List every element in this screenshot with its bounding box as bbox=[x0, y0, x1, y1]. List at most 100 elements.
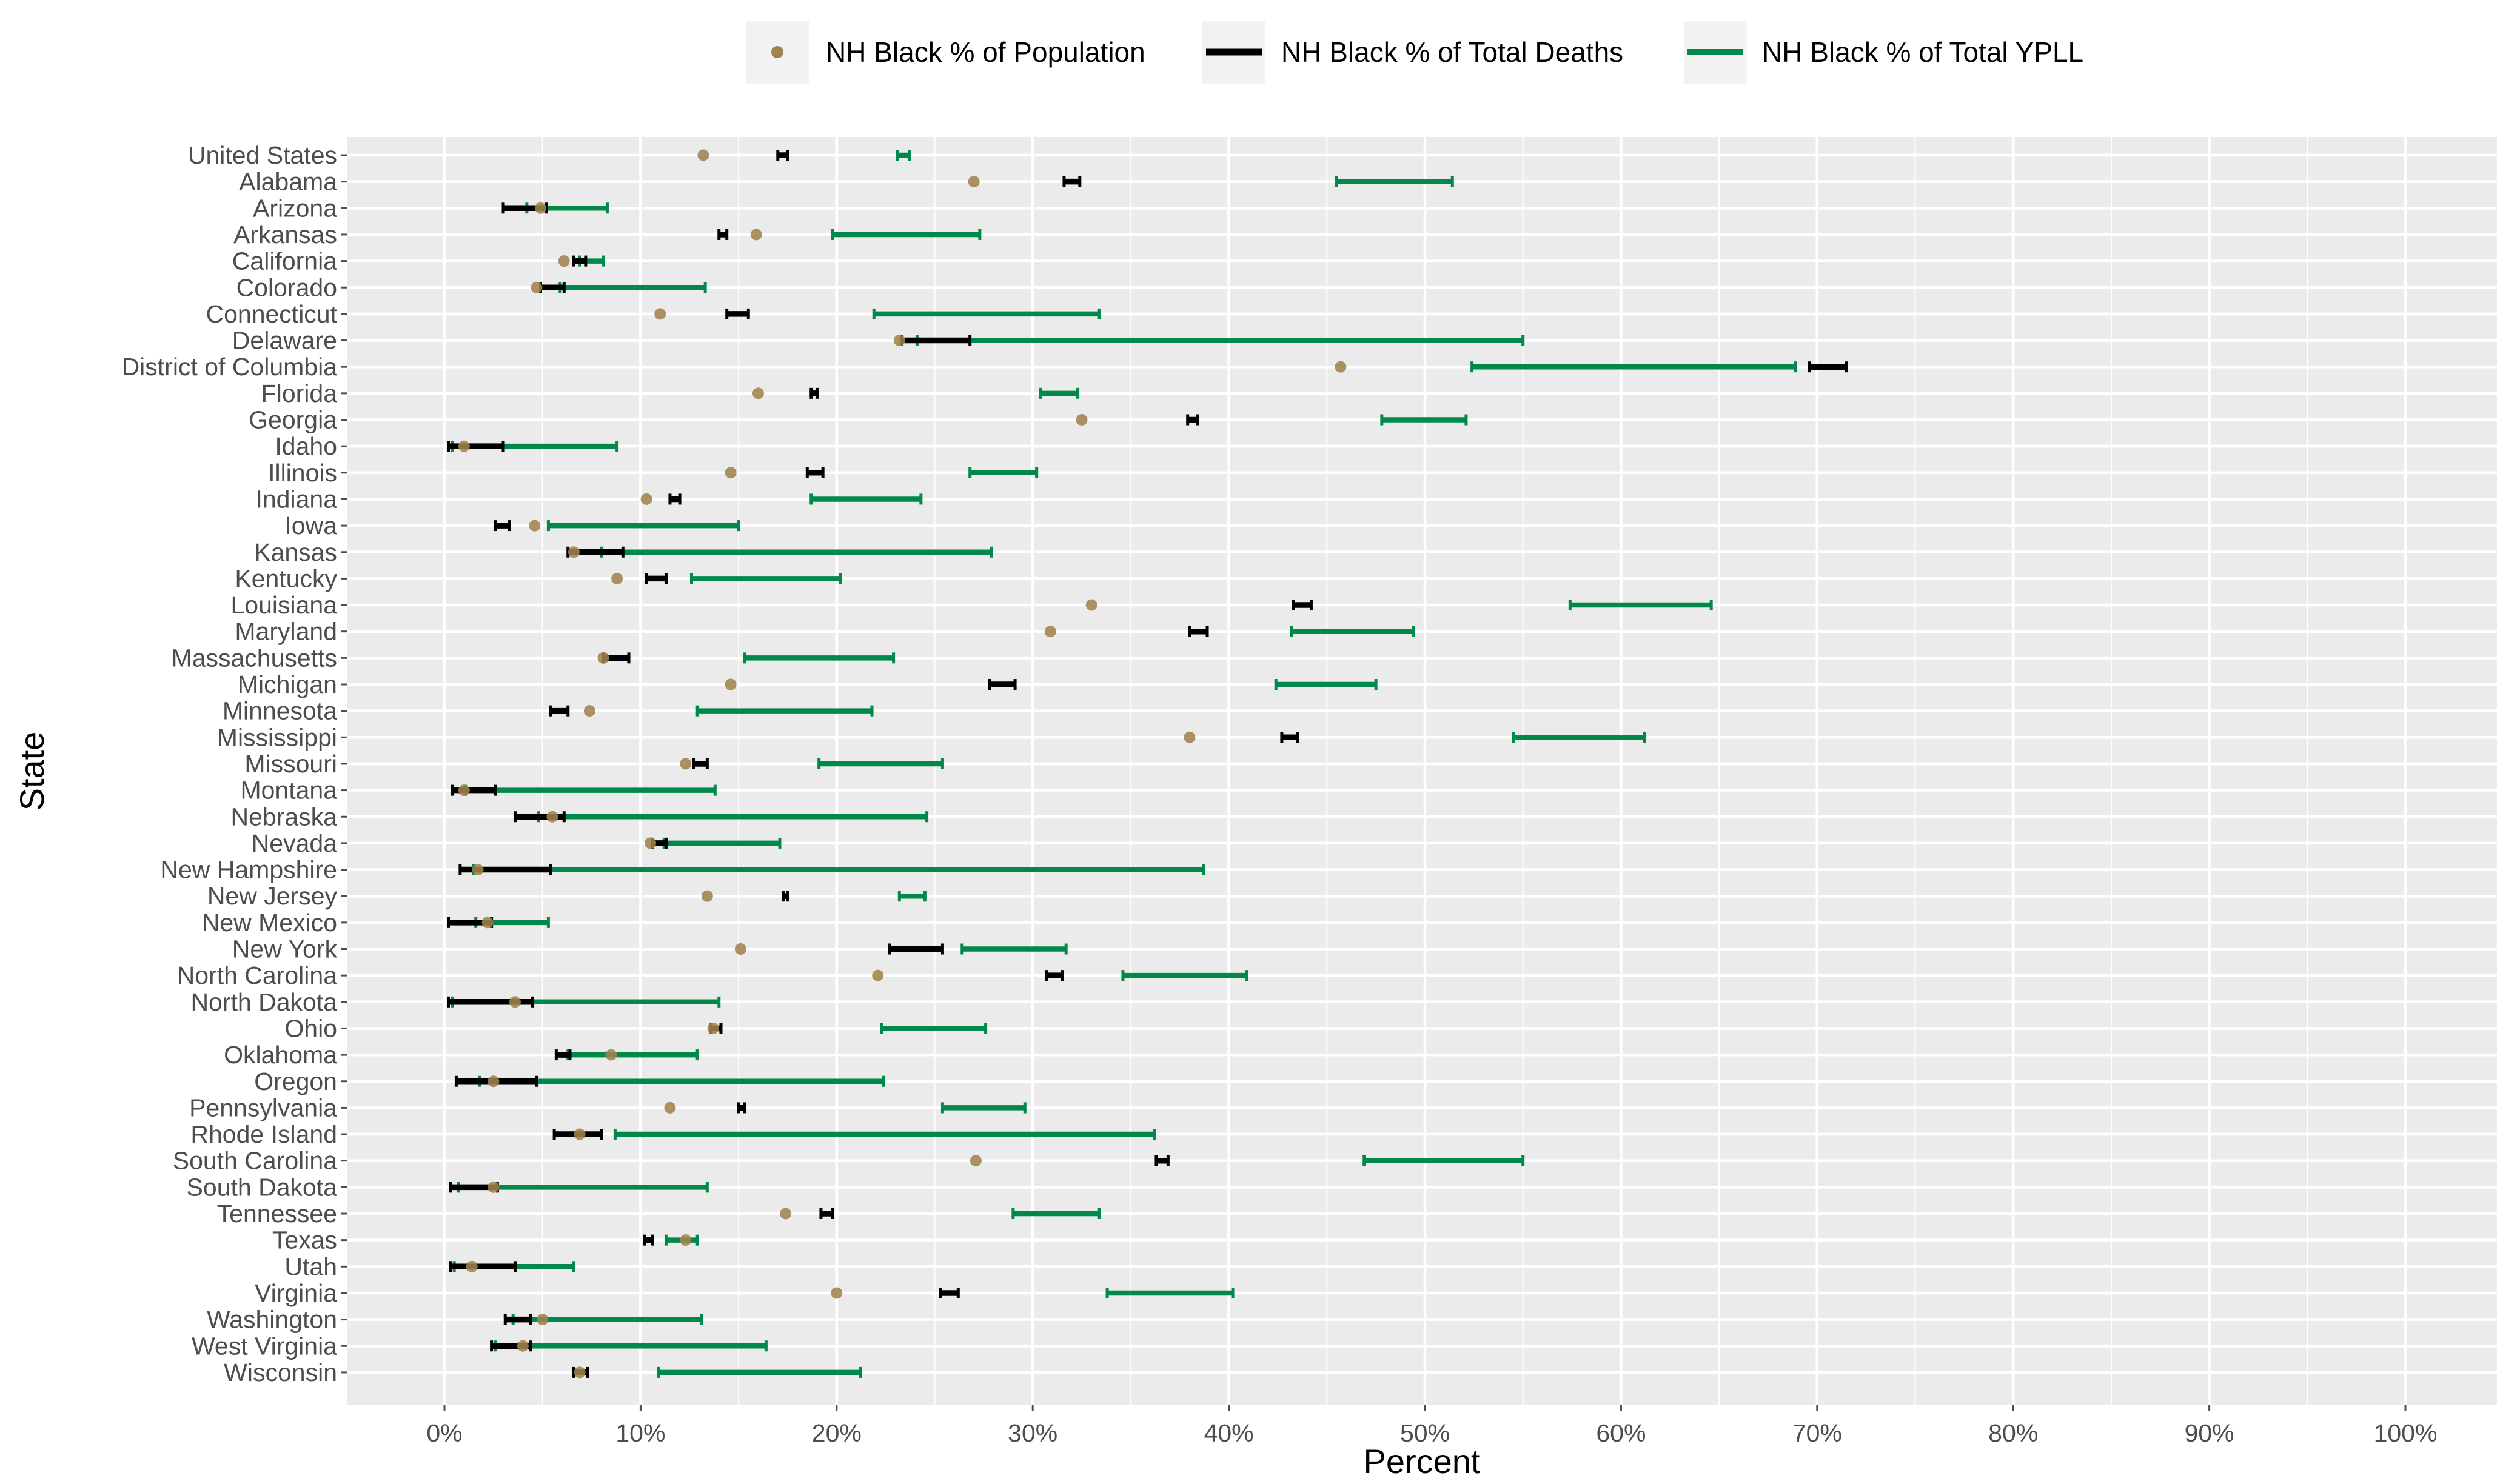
population-point bbox=[968, 176, 980, 188]
legend-label: NH Black % of Population bbox=[826, 36, 1145, 68]
population-point bbox=[725, 678, 737, 690]
y-tick-label: Florida bbox=[261, 379, 338, 407]
population-point bbox=[481, 917, 494, 929]
y-tick-label: New York bbox=[232, 935, 338, 963]
y-axis-title: State bbox=[13, 732, 51, 811]
state-row-california bbox=[558, 255, 605, 267]
population-point bbox=[458, 784, 470, 797]
x-tick-label: 90% bbox=[2185, 1419, 2234, 1447]
y-tick-label: North Carolina bbox=[177, 961, 338, 989]
state-row-new-jersey bbox=[701, 890, 927, 902]
population-point bbox=[707, 1022, 719, 1034]
population-point bbox=[472, 864, 484, 876]
state-row-nebraska bbox=[513, 811, 929, 823]
population-point bbox=[1076, 414, 1088, 426]
population-point bbox=[1085, 599, 1097, 611]
population-point bbox=[680, 758, 692, 770]
state-row-florida bbox=[752, 387, 1080, 399]
population-point bbox=[537, 1314, 549, 1326]
state-row-indiana bbox=[640, 493, 923, 505]
state-row-district-of-columbia bbox=[1335, 361, 1848, 373]
state-row-north-carolina bbox=[872, 969, 1248, 981]
y-tick-label: Arizona bbox=[253, 194, 337, 222]
y-tick-label: Idaho bbox=[275, 432, 337, 460]
population-point bbox=[488, 1075, 500, 1088]
legend-label: NH Black % of Total Deaths bbox=[1281, 36, 1623, 68]
population-point bbox=[597, 652, 609, 664]
population-point bbox=[750, 229, 762, 241]
population-point bbox=[697, 149, 709, 161]
state-row-delaware bbox=[893, 335, 1525, 347]
legend-label: NH Black % of Total YPLL bbox=[1762, 36, 2083, 68]
population-point bbox=[605, 1049, 617, 1061]
y-tick-label: South Dakota bbox=[187, 1173, 338, 1201]
y-tick-label: New Hampshire bbox=[160, 856, 337, 884]
x-tick-label: 80% bbox=[1988, 1419, 2038, 1447]
state-row-virginia bbox=[831, 1287, 1235, 1299]
state-row-nevada bbox=[645, 837, 782, 849]
population-point bbox=[1044, 626, 1056, 638]
y-tick-label: Tennessee bbox=[217, 1200, 337, 1228]
state-row-iowa bbox=[494, 520, 740, 532]
state-row-arkansas bbox=[717, 229, 982, 241]
y-tick-label: Alabama bbox=[239, 168, 337, 196]
population-point bbox=[568, 546, 580, 558]
legend-item-ypll: NH Black % of Total YPLL bbox=[1684, 21, 2083, 84]
y-tick-label: Georgia bbox=[249, 406, 337, 434]
state-row-maryland bbox=[1044, 626, 1415, 638]
x-axis-title: Percent bbox=[1364, 1442, 1481, 1480]
state-row-pennsylvania bbox=[664, 1101, 1027, 1114]
y-tick-label: Virginia bbox=[255, 1279, 337, 1307]
y-tick-label: Arkansas bbox=[233, 221, 337, 249]
y-tick-label: Louisiana bbox=[230, 591, 337, 619]
y-tick-label: Ohio bbox=[284, 1014, 337, 1042]
data-marks bbox=[446, 149, 1848, 1379]
y-tick-label: United States bbox=[188, 141, 337, 169]
y-tick-label: Michigan bbox=[238, 670, 337, 698]
population-point bbox=[466, 1260, 478, 1272]
population-point bbox=[509, 996, 521, 1008]
y-tick-label: Montana bbox=[240, 777, 337, 804]
x-tick-label: 40% bbox=[1204, 1419, 1254, 1447]
x-tick-label: 30% bbox=[1008, 1419, 1057, 1447]
state-row-alabama bbox=[968, 176, 1454, 188]
population-point bbox=[458, 440, 470, 452]
y-tick-label: South Carolina bbox=[173, 1147, 337, 1175]
population-point bbox=[546, 811, 558, 823]
state-row-oklahoma bbox=[554, 1049, 699, 1061]
y-tick-label: Rhode Island bbox=[190, 1120, 337, 1148]
legend: NH Black % of Population NH Black % of To… bbox=[746, 21, 2083, 84]
y-tick-label: Minnesota bbox=[223, 697, 337, 725]
y-tick-label: Maryland bbox=[235, 618, 337, 646]
y-tick-label: Colorado bbox=[236, 273, 337, 301]
state-row-idaho bbox=[446, 440, 619, 452]
population-point bbox=[780, 1208, 792, 1220]
x-tick-label: 0% bbox=[426, 1419, 462, 1447]
state-row-missouri bbox=[680, 758, 944, 770]
x-tick-label: 70% bbox=[1792, 1419, 1842, 1447]
population-point bbox=[1184, 731, 1196, 743]
y-tick-label: North Dakota bbox=[190, 988, 337, 1016]
population-point bbox=[725, 467, 737, 479]
population-point bbox=[734, 943, 746, 955]
y-tick-label: Indiana bbox=[255, 485, 337, 513]
state-row-colorado bbox=[531, 281, 707, 293]
population-point bbox=[583, 705, 595, 717]
state-row-united-states bbox=[697, 149, 911, 161]
y-tick-label: Utah bbox=[284, 1252, 337, 1280]
population-point bbox=[831, 1287, 843, 1299]
y-tick-label: New Mexico bbox=[202, 909, 337, 937]
state-row-kansas bbox=[566, 546, 993, 558]
y-tick-label: New Jersey bbox=[207, 882, 338, 910]
x-tick-label: 20% bbox=[812, 1419, 862, 1447]
population-point bbox=[531, 281, 543, 293]
state-row-wisconsin bbox=[572, 1366, 862, 1379]
y-tick-label: Kansas bbox=[254, 538, 337, 566]
state-row-oregon bbox=[454, 1075, 885, 1088]
state-row-tennessee bbox=[780, 1208, 1101, 1220]
state-row-texas bbox=[643, 1234, 699, 1246]
population-point bbox=[752, 387, 764, 399]
state-row-louisiana bbox=[1085, 599, 1713, 611]
state-row-ohio bbox=[707, 1022, 988, 1034]
legend-item-population: NH Black % of Population bbox=[746, 21, 1145, 84]
